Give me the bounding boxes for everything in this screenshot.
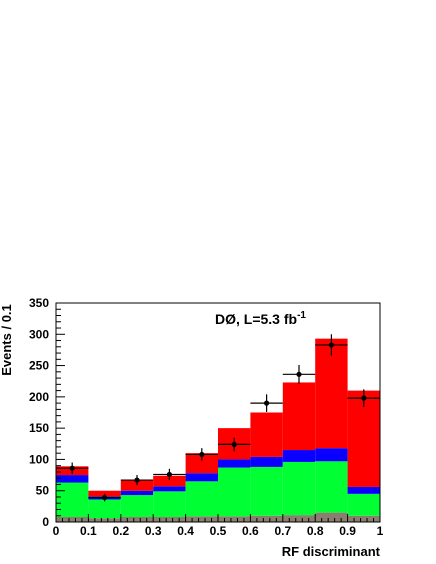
tick-labels: 0 0.1 0.2 0.3 0.4 0.5 0.6 0.7 0.8 0.9 1 0 50 100 150 20… <box>29 296 384 538</box>
bar-segment-2 <box>315 448 348 462</box>
x-tick-label: 0.7 <box>274 524 291 538</box>
bar-segment-3 <box>250 412 283 457</box>
bar-segment-3 <box>120 480 154 491</box>
y-tick-label: 100 <box>29 452 49 466</box>
x-tick-label: 0.9 <box>339 524 356 538</box>
bar-segment-0 <box>120 516 154 522</box>
bar-segment-2 <box>347 486 380 494</box>
y-tick-label: 350 <box>29 296 49 310</box>
bar-segment-2 <box>185 473 218 482</box>
bar-segment-3 <box>282 382 316 451</box>
y-tick-label: 150 <box>29 421 49 435</box>
bar-segment-3 <box>185 453 218 474</box>
bar-segment-1 <box>56 482 89 517</box>
bar-segment-2 <box>153 486 186 492</box>
bar-segment-1 <box>120 495 154 517</box>
y-tick-label: 250 <box>29 359 49 373</box>
bar-segment-2 <box>250 456 283 467</box>
y-tick-label: 50 <box>36 484 50 498</box>
data-point <box>296 371 302 377</box>
data-point <box>231 441 237 448</box>
y-tick-label: 0 <box>42 515 49 529</box>
stacked-bars <box>56 338 380 522</box>
data-point <box>361 395 367 401</box>
bar-segment-3 <box>153 475 186 487</box>
x-tick-label: 0.2 <box>112 524 129 538</box>
bar-segment-2 <box>56 475 89 483</box>
bar-segment-2 <box>218 459 251 468</box>
data-point <box>264 400 270 406</box>
chart-annotation: DØ, L=5.3 fb-1 <box>215 310 306 327</box>
data-point <box>328 342 334 348</box>
x-tick-label: 0.1 <box>80 524 97 538</box>
bar-segment-1 <box>250 466 283 516</box>
x-tick-label: 0.8 <box>307 524 324 538</box>
data-point <box>102 494 108 501</box>
bar-segment-0 <box>315 512 348 522</box>
bar-segment-3 <box>315 338 348 449</box>
bar-segment-0 <box>185 516 218 522</box>
bar-segment-0 <box>218 516 251 522</box>
bar-segment-0 <box>282 515 316 522</box>
bar-segment-0 <box>88 518 121 522</box>
bar-segment-1 <box>153 491 186 517</box>
bar-segment-1 <box>347 493 380 516</box>
bar-segment-2 <box>282 450 316 462</box>
bar-segment-0 <box>56 516 89 522</box>
bar-segment-3 <box>88 490 121 497</box>
bar-segment-1 <box>218 467 251 517</box>
bar-segment-1 <box>315 461 348 513</box>
axes <box>55 302 381 523</box>
y-tick-label: 300 <box>29 327 49 341</box>
x-tick-label: 1 <box>377 524 384 538</box>
x-tick-label: 0.3 <box>145 524 162 538</box>
bar-segment-2 <box>120 490 154 496</box>
bar-segment-1 <box>185 481 218 517</box>
data-point <box>134 477 140 483</box>
bar-segment-0 <box>347 515 380 522</box>
bar-segment-1 <box>282 461 316 516</box>
y-tick-label: 200 <box>29 390 49 404</box>
x-tick-label: 0.5 <box>210 524 227 538</box>
y-axis-title: Events / 0.1 <box>0 304 14 376</box>
bar-segment-0 <box>250 515 283 522</box>
data-point <box>69 465 75 471</box>
bar-segment-1 <box>88 499 121 519</box>
x-axis-title: RF discriminant <box>282 544 381 559</box>
data-point <box>199 451 205 458</box>
data-points <box>56 334 380 502</box>
x-tick-label: 0.4 <box>177 524 194 538</box>
x-tick-label: 0 <box>53 524 60 538</box>
x-tick-label: 0.6 <box>242 524 259 538</box>
bar-segment-0 <box>153 516 186 522</box>
data-point <box>166 471 172 478</box>
